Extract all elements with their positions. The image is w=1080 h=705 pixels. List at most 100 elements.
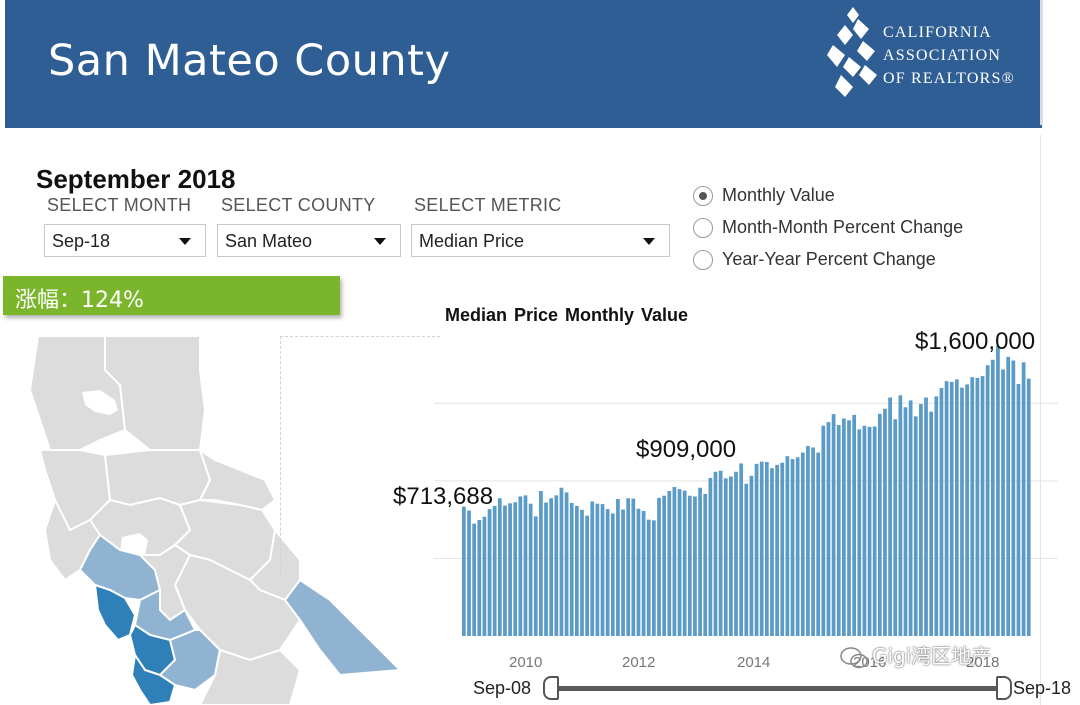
- chart-bar: [626, 498, 631, 636]
- chart-bar: [667, 491, 672, 636]
- chart-bar: [780, 462, 785, 637]
- chart-bar: [800, 452, 805, 636]
- chart-bar: [847, 420, 851, 636]
- date-range-slider-track[interactable]: [556, 686, 1004, 691]
- chart-bar: [677, 489, 682, 636]
- radio-label: Month-Month Percent Change: [722, 217, 964, 237]
- month-dropdown[interactable]: Sep-18: [44, 224, 206, 257]
- chart-bar: [652, 520, 656, 636]
- chart-bar: [734, 471, 738, 636]
- map-county: [283, 578, 403, 677]
- chart-bar: [744, 483, 749, 636]
- chart-bar: [574, 505, 579, 636]
- radio-label: Year-Year Percent Change: [722, 249, 936, 269]
- chart-bar: [631, 498, 636, 636]
- x-tick-label: 2010: [509, 654, 543, 671]
- growth-badge-text: 涨幅：124%: [15, 288, 144, 313]
- radio-circle[interactable]: [693, 218, 713, 238]
- chart-bar: [528, 503, 533, 636]
- metric-dropdown-value: Median Price: [419, 231, 525, 251]
- chart-bar: [646, 519, 651, 636]
- x-tick-label: 2018: [966, 654, 1000, 671]
- chart-bar: [975, 377, 980, 636]
- chart-bar: [790, 459, 795, 636]
- chart-bar: [996, 346, 1000, 636]
- select-month-label: SELECT MONTH: [47, 195, 192, 215]
- chart-bar: [1001, 369, 1005, 636]
- watermark: Gigi湾区地产: [840, 640, 991, 669]
- header-edge: [1040, 0, 1043, 125]
- callout-max-value: $1,600,000: [915, 328, 1036, 355]
- chart-bar: [467, 510, 471, 636]
- map-county: [82, 390, 118, 415]
- county-dropdown[interactable]: San Mateo: [217, 224, 401, 257]
- chart-bar: [949, 381, 954, 636]
- map-county: [198, 648, 302, 705]
- chart-bar: [934, 396, 939, 636]
- chart-bar: [687, 495, 692, 636]
- slider-end-handle[interactable]: [996, 676, 1012, 700]
- chart-bar: [559, 487, 564, 636]
- chart-bar: [759, 461, 764, 636]
- chart-bar: [477, 520, 482, 636]
- chart-bar: [718, 470, 723, 636]
- chart-bar: [616, 498, 620, 637]
- car-logo-icon: [827, 7, 877, 97]
- radio-circle[interactable]: [693, 250, 713, 270]
- growth-badge: 涨幅：124%: [3, 276, 340, 315]
- chevron-down-icon: [643, 238, 655, 245]
- chart-bar: [662, 495, 667, 636]
- radio-selected-dot: [699, 192, 707, 200]
- chart-bar: [595, 503, 600, 636]
- chart-bar: [954, 379, 959, 636]
- map-county: [130, 652, 177, 705]
- logo-line-2: ASSOCIATION: [883, 47, 1002, 64]
- chart-bar: [806, 446, 810, 636]
- chart-bar: [564, 492, 569, 636]
- period-heading: September 2018: [36, 164, 236, 194]
- chart-bar: [513, 502, 518, 636]
- chart-bar: [539, 491, 543, 636]
- chart-bar: [569, 502, 574, 636]
- chart-bar: [503, 505, 507, 636]
- map-frame-line: [280, 336, 282, 576]
- map-county: [158, 629, 222, 692]
- chart-bar: [549, 498, 554, 636]
- chart-bar: [877, 413, 882, 636]
- chevron-down-icon: [179, 238, 191, 245]
- slider-end-label: Sep-18: [1013, 678, 1072, 698]
- month-dropdown-value: Sep-18: [52, 231, 111, 251]
- chart-bar: [1011, 360, 1016, 636]
- metric-dropdown[interactable]: Median Price: [411, 224, 670, 257]
- panel-divider: [1040, 135, 1041, 705]
- chart-bar: [831, 414, 836, 636]
- chart-bar: [713, 471, 718, 636]
- chart-bar: [965, 384, 969, 636]
- chart-bar: [970, 377, 975, 636]
- logo-line-3: OF REALTORS®: [883, 70, 1015, 87]
- chart-bar: [1021, 362, 1026, 636]
- wechat-icon: [840, 646, 868, 668]
- chart-bar: [764, 462, 769, 636]
- chart-bar: [723, 478, 728, 636]
- chart-bar: [698, 487, 702, 636]
- chart-bar: [775, 464, 779, 636]
- chart-bar: [641, 510, 646, 636]
- logo-text: CALIFORNIA ASSOCIATION OF REALTORS®: [883, 21, 1015, 90]
- slider-start-label: Sep-08: [473, 678, 532, 698]
- watermark-text: Gigi湾区地产: [872, 644, 992, 668]
- chart-bar: [636, 508, 641, 636]
- chart-bar: [585, 515, 589, 636]
- select-metric-label: SELECT METRIC: [414, 195, 562, 215]
- chart-bar: [518, 496, 523, 636]
- chart-bar: [816, 452, 821, 636]
- chart-bar: [857, 429, 862, 637]
- radio-circle[interactable]: [693, 186, 713, 206]
- chart-bar: [482, 516, 487, 636]
- chart-bar: [842, 418, 846, 636]
- chart-bar: [898, 395, 903, 636]
- chart-bar: [1006, 356, 1011, 637]
- slider-start-handle[interactable]: [543, 676, 559, 700]
- chart-bar: [497, 498, 502, 636]
- chart-bar: [472, 523, 477, 637]
